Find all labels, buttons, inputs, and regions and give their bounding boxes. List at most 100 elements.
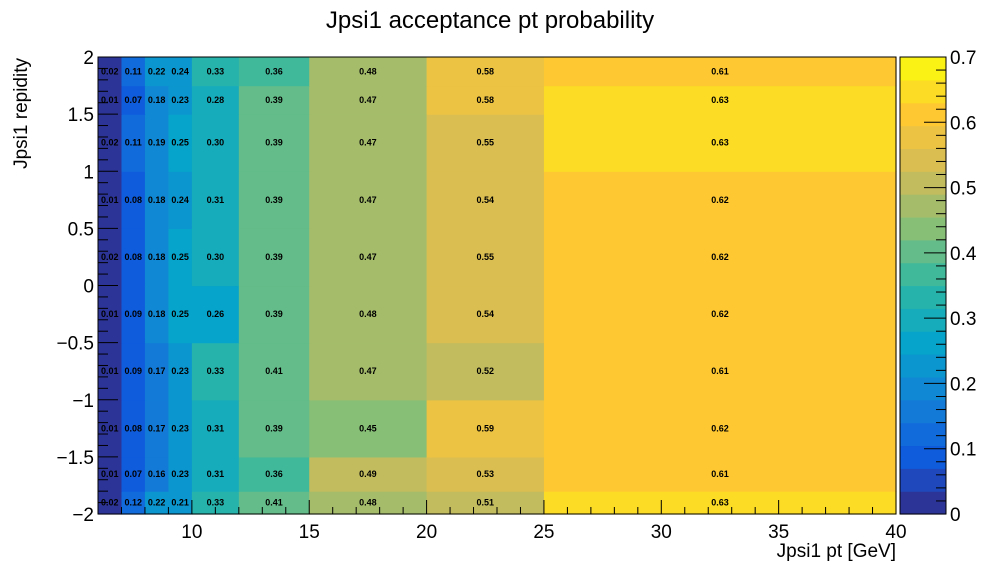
heatmap-cell — [309, 285, 428, 344]
x-tick-label: 35 — [768, 522, 789, 543]
y-axis-title: Jpsi1 repidity — [11, 58, 32, 169]
heatmap-cell — [191, 114, 240, 172]
colorbar-band — [900, 354, 946, 378]
cell-value-label: 0.23 — [171, 423, 189, 433]
cell-value-label: 0.54 — [476, 195, 494, 205]
heatmap-cell — [121, 171, 146, 229]
heatmap-cell — [168, 228, 193, 287]
cell-value-label: 0.16 — [148, 469, 166, 479]
colorbar-band — [900, 308, 946, 332]
cell-value-label: 0.28 — [207, 95, 225, 105]
cell-value-label: 0.47 — [359, 366, 377, 376]
cell-value-label: 0.18 — [148, 195, 166, 205]
cell-value-label: 0.02 — [101, 138, 119, 148]
heatmap-cell — [238, 491, 310, 515]
colorbar-frame — [899, 56, 947, 515]
colorbar-band — [900, 125, 946, 149]
heatmap-cell — [168, 491, 193, 515]
heatmap-cell — [426, 57, 545, 87]
cell-value-label: 0.01 — [101, 469, 119, 479]
colorbar-band — [900, 445, 946, 469]
cell-value-label: 0.62 — [711, 195, 729, 205]
heatmap-cell — [191, 399, 240, 458]
x-tick-label: 30 — [651, 522, 672, 543]
cell-value-label: 0.47 — [359, 195, 377, 205]
heatmap-cell — [238, 57, 310, 87]
cell-value-label: 0.47 — [359, 95, 377, 105]
cell-value-label: 0.41 — [265, 366, 283, 376]
heatmap-cell — [426, 342, 545, 401]
cell-value-label: 0.53 — [476, 469, 494, 479]
heatmap-cell — [191, 491, 240, 515]
cell-value-label: 0.07 — [124, 469, 142, 479]
cell-value-label: 0.31 — [207, 423, 225, 433]
heatmap-cell — [168, 57, 193, 87]
cell-value-label: 0.48 — [359, 66, 377, 76]
colorbar-tick-label: 0.1 — [950, 440, 976, 461]
colorbar-tick-label: 0.6 — [950, 113, 976, 134]
colorbar-band — [900, 171, 946, 195]
cell-value-label: 0.18 — [148, 309, 166, 319]
cell-value-label: 0.22 — [148, 498, 166, 508]
cell-value-label: 0.48 — [359, 498, 377, 508]
colorbar-band — [900, 491, 946, 515]
cell-value-label: 0.17 — [148, 423, 166, 433]
cell-value-label: 0.63 — [711, 95, 729, 105]
cell-value-label: 0.25 — [171, 309, 189, 319]
cell-value-label: 0.39 — [265, 95, 283, 105]
chart-title: Jpsi1 acceptance pt probability — [326, 7, 654, 34]
heatmap-cell — [238, 114, 310, 172]
cell-value-label: 0.01 — [101, 195, 119, 205]
heatmap-cell — [168, 171, 193, 229]
heatmap-cell — [426, 399, 545, 458]
heatmap-cell — [238, 342, 310, 401]
colorbar-band — [900, 57, 946, 81]
heatmap-cell — [168, 456, 193, 492]
heatmap-cell — [121, 114, 146, 172]
cell-value-label: 0.22 — [148, 66, 166, 76]
cell-value-label: 0.39 — [265, 138, 283, 148]
cell-value-label: 0.47 — [359, 252, 377, 262]
heatmap-cell — [191, 228, 240, 287]
colorbar-band — [900, 399, 946, 424]
heatmap-cell — [309, 171, 428, 229]
colorbar-band — [900, 148, 946, 172]
cell-value-label: 0.24 — [171, 195, 189, 205]
heatmap-cell — [426, 85, 545, 115]
heatmap-cell — [543, 114, 897, 172]
heatmap-cell — [191, 285, 240, 344]
colorbar-band — [900, 468, 946, 492]
x-tick-label: 20 — [416, 522, 437, 543]
cell-value-label: 0.19 — [148, 138, 166, 148]
cell-value-label: 0.51 — [476, 498, 494, 508]
y-tick-label: −1.5 — [56, 448, 94, 469]
heatmap-cell — [426, 114, 545, 172]
heatmap-cell — [238, 171, 310, 229]
colorbar-band — [900, 376, 946, 401]
heatmap-cell — [426, 171, 545, 229]
heatmap-cell — [121, 491, 146, 515]
cell-value-label: 0.39 — [265, 252, 283, 262]
heatmap-cell — [543, 456, 897, 492]
heatmap-cell — [543, 399, 897, 458]
y-tick-label: 0.5 — [68, 219, 94, 240]
cell-value-label: 0.12 — [124, 498, 142, 508]
heatmap-cell — [144, 171, 170, 229]
heatmap-cell — [168, 342, 193, 401]
cell-value-label: 0.11 — [125, 138, 142, 148]
heatmap-cell — [98, 285, 123, 344]
heatmap-cell — [144, 399, 170, 458]
heatmap-cell — [98, 57, 123, 87]
cell-value-label: 0.26 — [207, 309, 225, 319]
cell-value-label: 0.09 — [124, 366, 142, 376]
cell-value-label: 0.59 — [476, 423, 494, 433]
heatmap-cell — [98, 456, 123, 492]
cell-value-label: 0.62 — [711, 309, 729, 319]
colorbar-tick-label: 0.7 — [950, 48, 976, 69]
heatmap-cell — [309, 456, 428, 492]
colorbar-band — [900, 262, 946, 287]
heatmap-cell — [543, 342, 897, 401]
colorbar-tick-label: 0.3 — [950, 309, 976, 330]
heatmap-cell — [144, 456, 170, 492]
heatmap-cell — [98, 114, 123, 172]
